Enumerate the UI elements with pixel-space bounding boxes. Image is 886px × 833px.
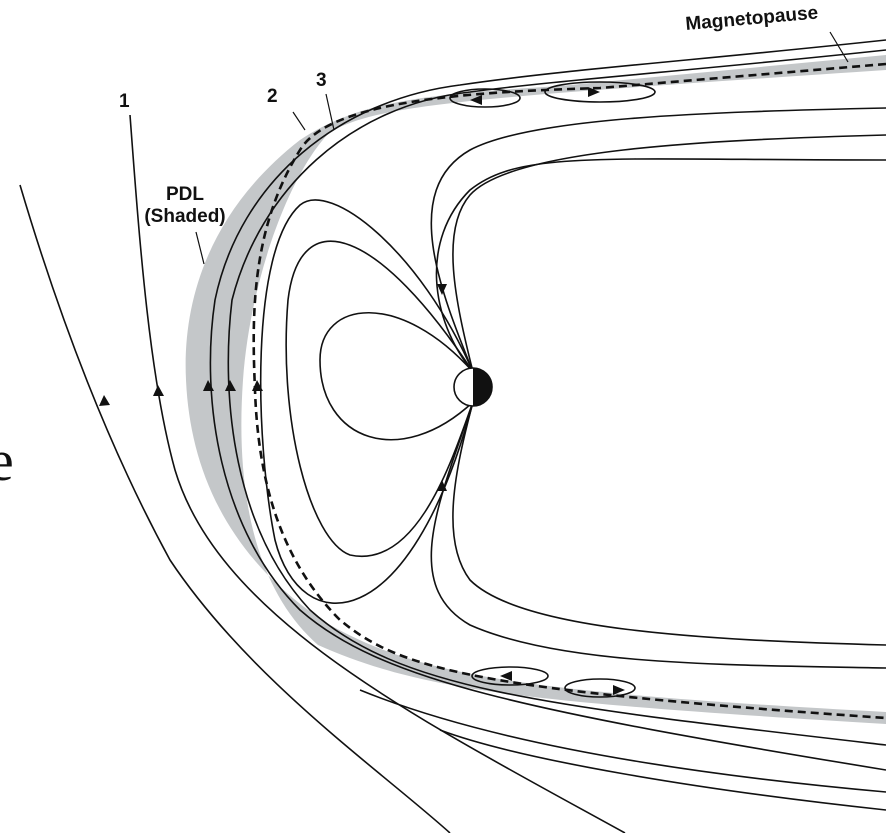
field-line: [285, 240, 474, 558]
magnetopause-label: Magnetopause: [685, 2, 819, 35]
field-line: [359, 689, 886, 793]
earth-night: [473, 368, 492, 406]
field-line: [430, 107, 886, 373]
line-label: 1: [119, 91, 130, 112]
magnetopause: [252, 62, 886, 720]
arrow: [252, 380, 263, 391]
field-line: [259, 199, 474, 604]
reconnection-loop: [449, 88, 521, 108]
pdl-note: (Shaded): [144, 206, 225, 227]
pointer: [292, 111, 306, 131]
field-line: [452, 401, 886, 646]
pdl-shading: [185, 55, 886, 724]
line-label: 3: [316, 70, 327, 91]
field-line: [435, 158, 886, 373]
field-line: [439, 729, 886, 811]
pointer: [195, 231, 205, 265]
arrow: [99, 395, 110, 406]
arrow: [470, 95, 482, 105]
field-line: [430, 401, 886, 669]
reconnection-loop: [471, 666, 549, 686]
arrow: [500, 671, 512, 681]
field-line: [452, 134, 886, 373]
pointer: [325, 93, 335, 131]
arrow: [153, 385, 164, 396]
arrow: [203, 380, 214, 391]
pointer: [829, 31, 849, 63]
field-line: [19, 184, 451, 833]
arrow: [225, 380, 236, 391]
line-label: 2: [267, 86, 278, 107]
reconnection-loop: [564, 678, 636, 698]
field-line: [227, 49, 886, 746]
arrow: [613, 685, 625, 695]
arrow: [437, 284, 447, 295]
field-line: [129, 114, 626, 833]
field-line: [209, 39, 886, 771]
reconnection-loop: [544, 81, 656, 103]
arrow: [588, 87, 600, 97]
arrow: [437, 480, 447, 491]
pdl-label: PDL: [166, 184, 204, 205]
edge-text: e: [0, 428, 14, 493]
field-line: [319, 311, 474, 441]
